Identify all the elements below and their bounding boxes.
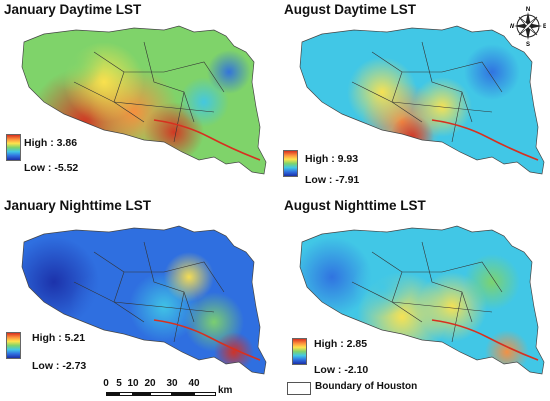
houston-boundary (21, 225, 267, 375)
scale-segment (133, 392, 150, 396)
compass-w: W (510, 24, 515, 30)
compass-n: N (526, 7, 530, 13)
district-boundary (421, 241, 473, 323)
district-boundary (173, 91, 185, 143)
legend-high-label: High : 9.93 (305, 153, 359, 165)
district-boundary (451, 91, 463, 143)
district-boundary (421, 41, 473, 123)
district-boundary (371, 251, 423, 323)
legend-high-label: High : 2.85 (314, 338, 368, 350)
lst-map-jan-night (21, 225, 267, 375)
district-boundary (371, 51, 423, 123)
houston-boundary (299, 225, 545, 375)
district-boundary (163, 261, 225, 293)
scale-tick-30: 30 (166, 378, 178, 389)
compass-s: S (526, 42, 530, 46)
north-arrow-compass-icon: N S E W (510, 7, 546, 46)
scale-segment (119, 392, 133, 396)
district-boundary (441, 61, 503, 93)
district-boundary (351, 81, 493, 113)
panel-title: August Nighttime LST (284, 198, 426, 213)
map-panel-jan-day: January Daytime LST High : 3.86 Low : -5… (0, 0, 275, 190)
lst-blob (464, 44, 520, 100)
map-panel-aug-day: August Daytime LST High : 9.93 Low : -7.… (278, 0, 550, 190)
scale-segment (150, 392, 172, 396)
legend-color-ramp (292, 338, 307, 365)
district-boundary (163, 61, 225, 93)
legend-low-label: Low : -5.52 (24, 162, 79, 174)
district-boundary (73, 281, 215, 313)
district-boundary (451, 291, 463, 343)
district-boundary (143, 241, 195, 323)
scale-bar: 0 5 10 20 30 40 km (100, 378, 330, 400)
houston-boundary (299, 25, 545, 175)
lst-blob (490, 110, 534, 154)
boundary-legend-label: Boundary of Houston (315, 381, 418, 392)
district-boundary (93, 51, 145, 123)
map-panel-aug-night: August Nighttime LST High : 2.85 Low : -… (278, 192, 550, 380)
scale-unit-label: km (218, 385, 233, 396)
lst-blob (464, 254, 520, 310)
scale-tick-5: 5 (116, 378, 122, 389)
legend-low-label: Low : -2.10 (314, 364, 369, 376)
lst-blob (207, 50, 251, 94)
scale-tick-20: 20 (144, 378, 156, 389)
lst-blob (302, 42, 362, 102)
legend-color-ramp (283, 150, 298, 177)
scale-tick-10: 10 (127, 378, 139, 389)
legend-low-label: Low : -7.91 (305, 174, 360, 186)
map-panel-jan-night: January Nighttime LST High : 5.21 Low : … (0, 192, 275, 380)
houston-boundary (21, 25, 267, 175)
lst-map-jan-day (21, 25, 267, 175)
legend-color-ramp (6, 332, 21, 359)
district-boundary (441, 261, 503, 293)
panel-title: August Daytime LST (284, 2, 417, 17)
scale-segment (106, 392, 119, 396)
district-boundary (173, 291, 185, 343)
lst-blob (214, 332, 254, 372)
scale-segment (172, 392, 194, 396)
lst-blob (164, 252, 214, 302)
river-channel (431, 119, 539, 161)
lst-blob (44, 32, 104, 92)
lst-map-aug-day (299, 25, 545, 175)
river-channel (431, 319, 539, 361)
scale-tick-0: 0 (103, 378, 109, 389)
district-boundary (73, 81, 215, 113)
legend-high-label: High : 3.86 (24, 137, 78, 149)
legend-low-label: Low : -2.73 (32, 360, 87, 372)
boundary-swatch (287, 382, 311, 395)
legend-high-label: High : 5.21 (32, 332, 86, 344)
river-channel (153, 319, 261, 361)
scale-segment (194, 392, 216, 396)
lst-blob (485, 330, 529, 374)
scale-tick-40: 40 (188, 378, 200, 389)
district-boundary (351, 281, 493, 313)
district-boundary (93, 251, 145, 323)
legend-color-ramp (6, 134, 21, 161)
panel-title: January Nighttime LST (4, 198, 152, 213)
compass-e: E (543, 24, 546, 30)
district-boundary (143, 41, 195, 123)
river-channel (153, 119, 261, 161)
panel-title: January Daytime LST (4, 2, 142, 17)
lst-map-aug-night (299, 225, 545, 375)
lst-blob (352, 257, 412, 317)
lst-blob (347, 57, 417, 127)
